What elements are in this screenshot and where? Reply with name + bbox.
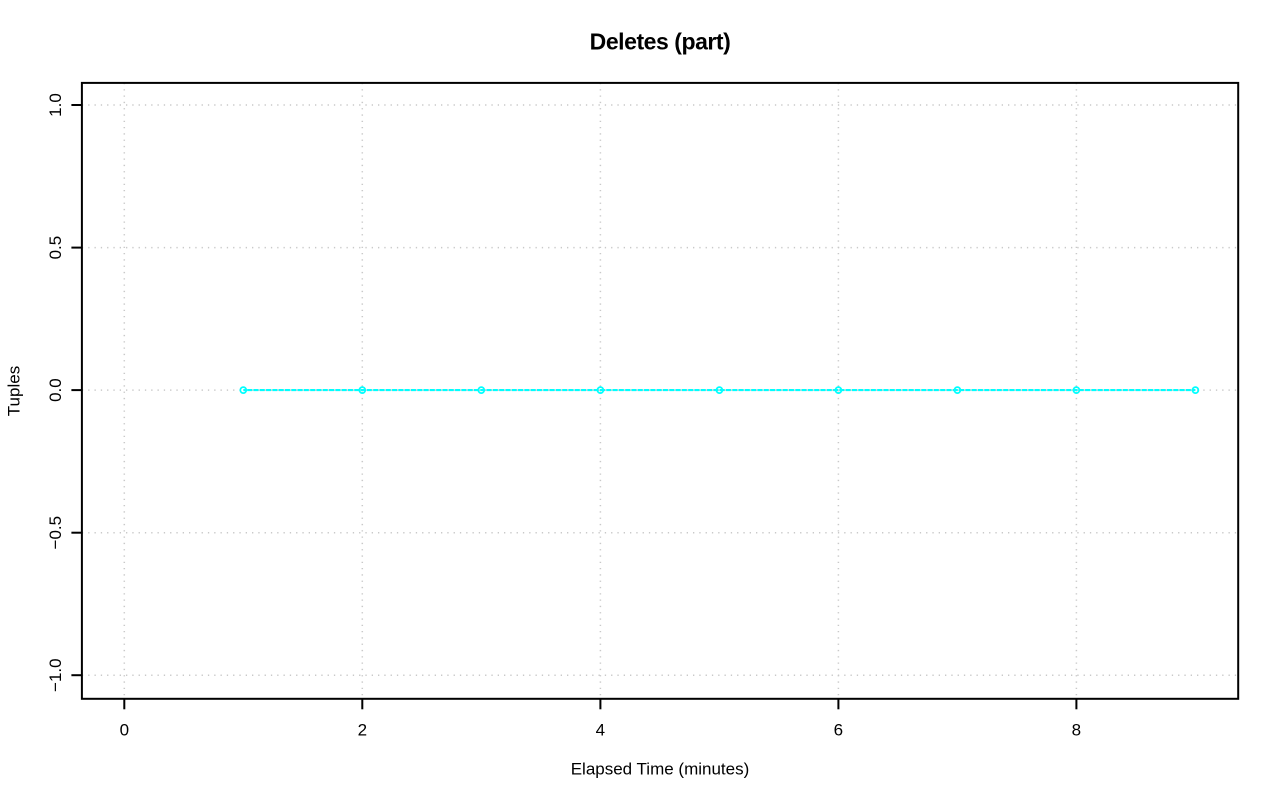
svg-text:Deletes (part): Deletes (part): [590, 29, 731, 55]
svg-text:6: 6: [834, 721, 843, 740]
svg-text:−0.5: −0.5: [46, 516, 65, 550]
svg-text:−1.0: −1.0: [46, 658, 65, 692]
svg-text:Tuples: Tuples: [5, 366, 24, 416]
svg-text:1.0: 1.0: [46, 93, 65, 117]
svg-text:4: 4: [596, 721, 605, 740]
svg-text:Elapsed Time (minutes): Elapsed Time (minutes): [571, 760, 750, 779]
svg-text:0: 0: [120, 721, 129, 740]
svg-text:0.5: 0.5: [46, 236, 65, 260]
svg-text:0.0: 0.0: [46, 378, 65, 402]
svg-text:8: 8: [1072, 721, 1081, 740]
svg-text:2: 2: [358, 721, 367, 740]
